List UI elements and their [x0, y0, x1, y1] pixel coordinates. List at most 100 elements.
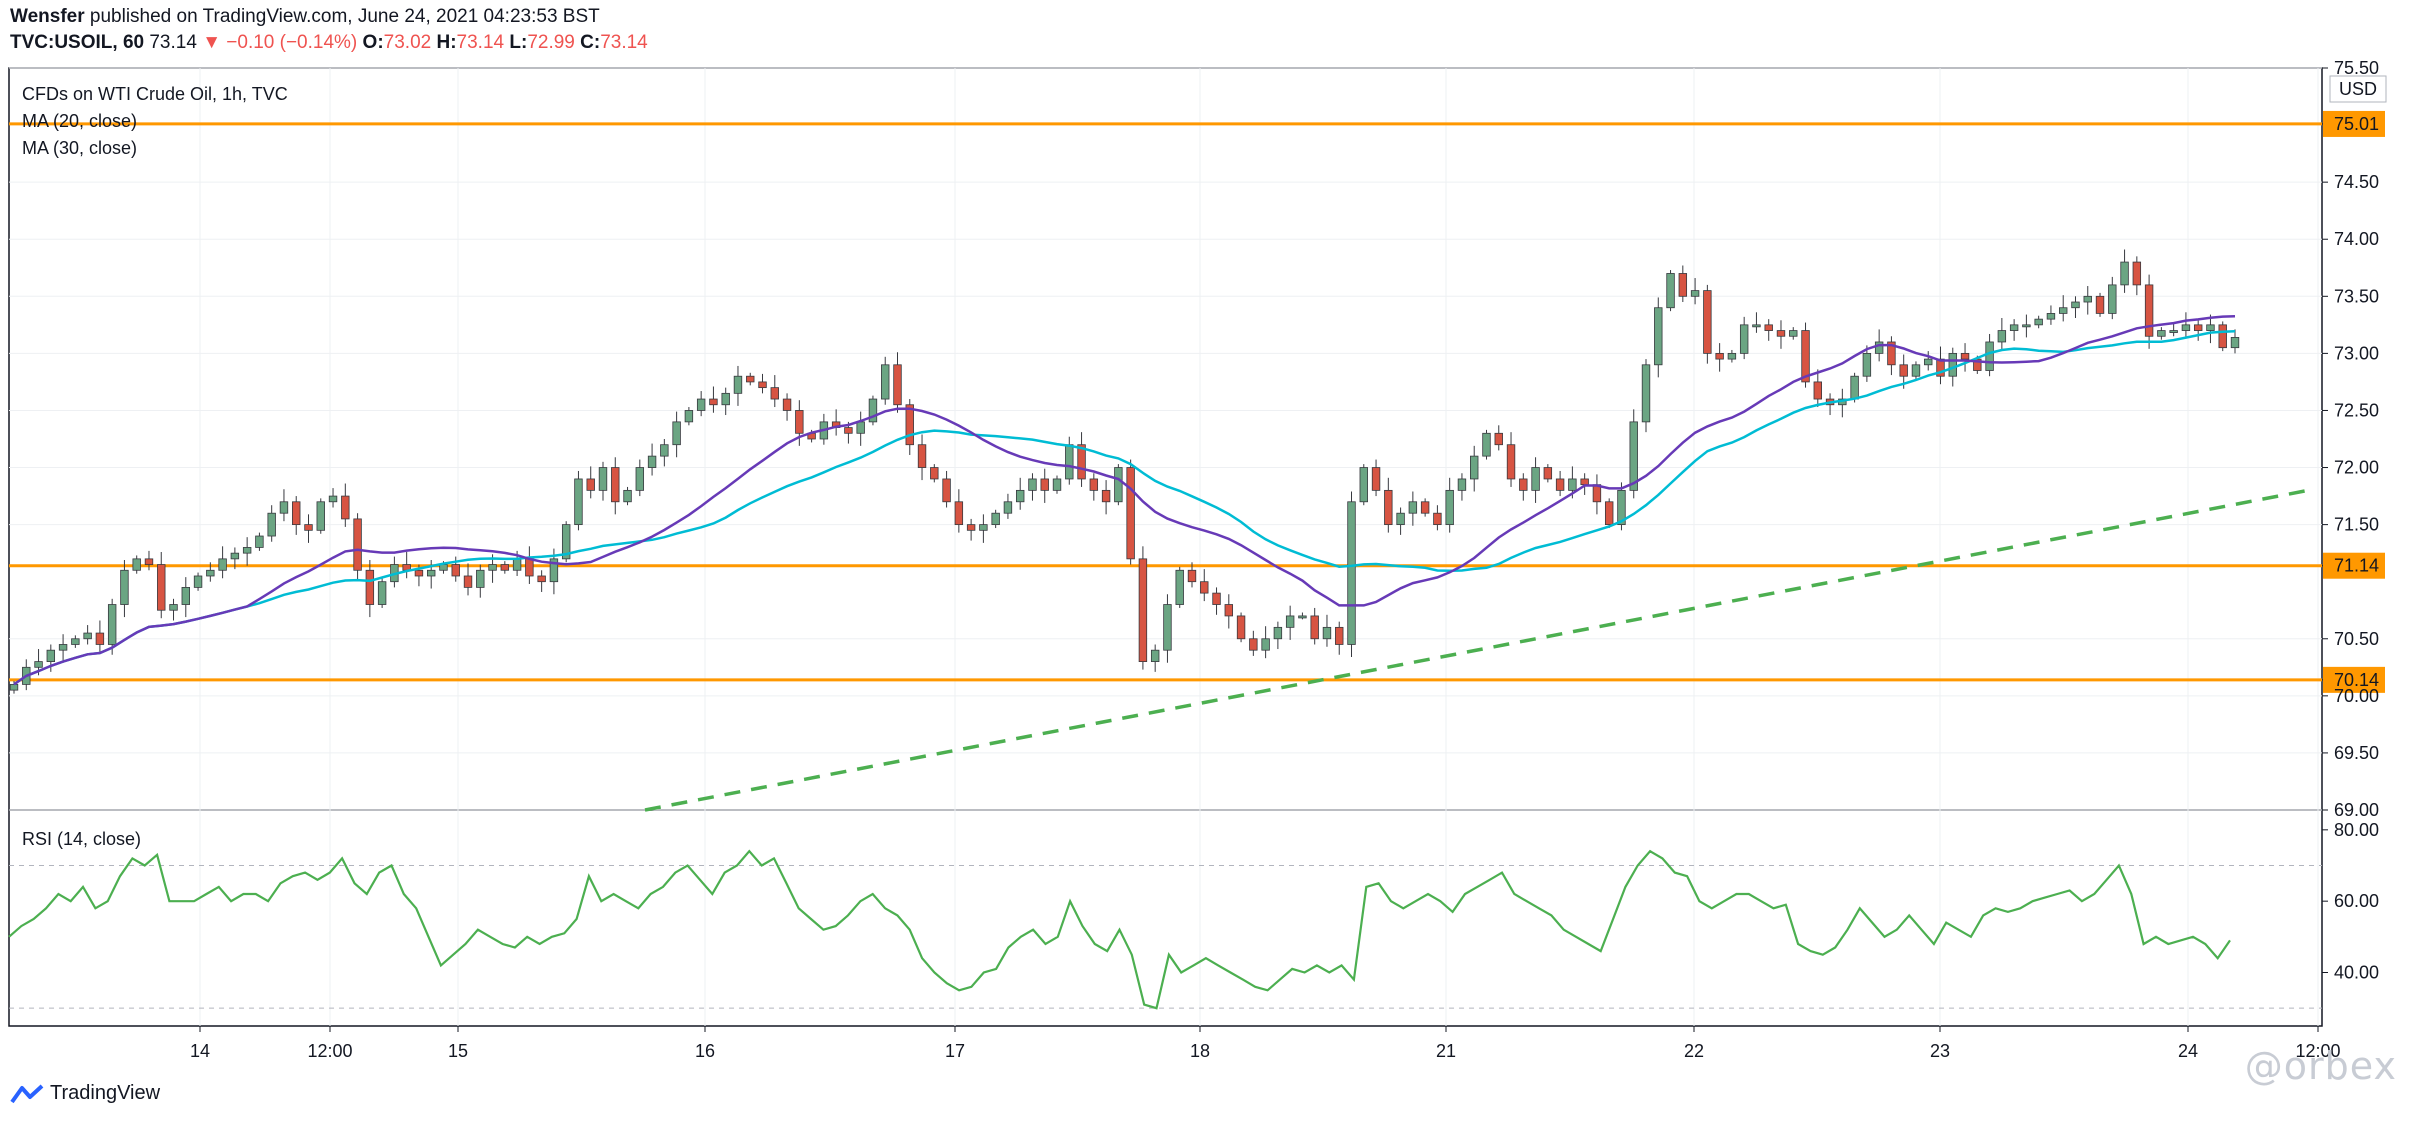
candle-body[interactable] — [1678, 273, 1688, 297]
candle-body[interactable] — [782, 398, 792, 411]
candle-body[interactable] — [1015, 489, 1025, 503]
candle-body[interactable] — [512, 558, 522, 571]
candle-body[interactable] — [1114, 467, 1123, 503]
candle-body[interactable] — [549, 558, 559, 583]
candle-body[interactable] — [770, 387, 779, 400]
candle-body[interactable] — [856, 421, 865, 434]
candle-body[interactable] — [1850, 375, 1859, 400]
candle-body[interactable] — [917, 444, 927, 468]
candle-body[interactable] — [341, 495, 350, 520]
candle-body[interactable] — [905, 404, 914, 446]
candle-body[interactable] — [2071, 301, 2080, 309]
candle-body[interactable] — [1126, 467, 1135, 560]
candle-body[interactable] — [1506, 444, 1516, 480]
candle-body[interactable] — [107, 604, 117, 645]
candle-body[interactable] — [1727, 352, 1737, 360]
candle-body[interactable] — [132, 558, 141, 571]
candle-body[interactable] — [1874, 341, 1884, 354]
candle-body[interactable] — [34, 661, 43, 668]
candle-body[interactable] — [1212, 592, 1221, 605]
rsi-pane[interactable] — [8, 849, 2322, 1010]
candle-body[interactable] — [1089, 478, 1099, 491]
candle-body[interactable] — [1347, 501, 1356, 645]
candle-body[interactable] — [979, 524, 988, 531]
legend-ma30[interactable]: MA (30, close) — [22, 138, 137, 158]
symbol-label[interactable]: TVC:USOIL, 60 — [10, 32, 145, 53]
candle-body[interactable] — [1065, 444, 1074, 480]
candle-body[interactable] — [598, 467, 608, 491]
candle-body[interactable] — [316, 501, 325, 531]
candle-body[interactable] — [328, 495, 338, 503]
candle-body[interactable] — [1457, 478, 1467, 491]
candle-body[interactable] — [2108, 284, 2117, 314]
candle-body[interactable] — [586, 478, 595, 491]
candle-body[interactable] — [2095, 295, 2105, 314]
candle-body[interactable] — [488, 564, 497, 571]
candle-body[interactable] — [1187, 569, 1197, 583]
candle-body[interactable] — [893, 364, 902, 406]
candle-body[interactable] — [1028, 478, 1037, 491]
candle-body[interactable] — [991, 512, 1000, 526]
candle-body[interactable] — [2046, 313, 2056, 320]
candle-body[interactable] — [377, 581, 387, 605]
candle-body[interactable] — [1384, 489, 1393, 526]
candle-body[interactable] — [218, 558, 227, 571]
candle-body[interactable] — [1396, 512, 1405, 526]
candle-body[interactable] — [427, 569, 436, 577]
candle-body[interactable] — [1776, 330, 1786, 337]
candlestick-series[interactable] — [9, 249, 2240, 694]
candle-body[interactable] — [721, 392, 730, 406]
candle-body[interactable] — [574, 478, 583, 526]
candle-body[interactable] — [1617, 489, 1626, 526]
candle-body[interactable] — [684, 410, 694, 423]
ma20-line[interactable] — [13, 315, 2236, 686]
moving-averages[interactable] — [13, 315, 2236, 686]
candle-body[interactable] — [1960, 352, 1970, 360]
author-name[interactable]: Wensfer — [10, 6, 85, 27]
candle-body[interactable] — [144, 558, 154, 565]
candle-body[interactable] — [95, 632, 105, 645]
candle-body[interactable] — [1985, 341, 1994, 371]
candle-body[interactable] — [58, 644, 68, 651]
candle-body[interactable] — [1261, 638, 1270, 651]
candle-body[interactable] — [525, 558, 534, 577]
candle-body[interactable] — [660, 444, 669, 457]
candle-body[interactable] — [2132, 261, 2142, 286]
candle-body[interactable] — [623, 489, 632, 503]
candle-body[interactable] — [1924, 358, 1933, 366]
candle-body[interactable] — [1249, 638, 1258, 651]
candle-body[interactable] — [500, 564, 510, 571]
candle-body[interactable] — [1494, 432, 1503, 446]
legend-rsi[interactable]: RSI (14, close) — [22, 829, 141, 849]
candle-body[interactable] — [1200, 581, 1209, 594]
candle-body[interactable] — [930, 467, 939, 480]
candle-body[interactable] — [1887, 341, 1896, 366]
candle-body[interactable] — [2034, 318, 2043, 326]
price-level-tag[interactable] — [2323, 110, 2385, 137]
candle-body[interactable] — [230, 552, 240, 560]
candle-body[interactable] — [2193, 324, 2203, 331]
candle-body[interactable] — [353, 518, 362, 571]
candle-body[interactable] — [966, 524, 976, 531]
candle-body[interactable] — [1629, 421, 1638, 491]
candle-body[interactable] — [942, 478, 951, 503]
candle-body[interactable] — [537, 575, 546, 583]
candle-body[interactable] — [1899, 364, 1908, 377]
candle-body[interactable] — [1298, 615, 1307, 619]
candle-body[interactable] — [746, 375, 755, 383]
candle-body[interactable] — [476, 569, 485, 588]
candle-body[interactable] — [1273, 626, 1283, 640]
candle-body[interactable] — [611, 467, 620, 503]
candle-body[interactable] — [1752, 324, 1761, 328]
tradingview-footer[interactable]: TradingView — [10, 1082, 160, 1105]
trendline[interactable] — [644, 488, 2309, 812]
candle-body[interactable] — [954, 501, 964, 526]
candle-body[interactable] — [120, 569, 129, 605]
currency-box[interactable] — [2329, 75, 2387, 103]
candle-body[interactable] — [1236, 615, 1246, 640]
candle-body[interactable] — [2169, 330, 2178, 333]
candle-body[interactable] — [881, 364, 890, 400]
candle-body[interactable] — [1555, 478, 1565, 491]
candle-body[interactable] — [1997, 330, 2007, 343]
price-level-tag[interactable] — [2323, 552, 2385, 579]
